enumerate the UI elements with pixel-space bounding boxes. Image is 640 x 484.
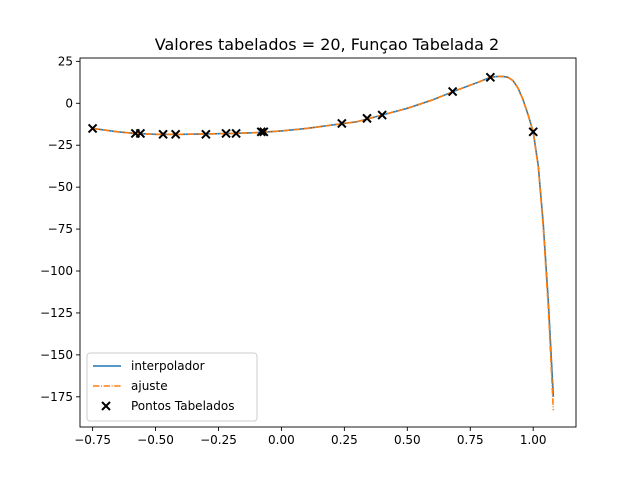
data-point-marker	[170, 129, 181, 140]
data-point-marker	[201, 129, 211, 140]
data-point-marker	[362, 113, 372, 124]
axes: −0.75 −0.50 −0.25 0.00 0.25 0.50 0.75 1.00 25 0 −2…	[40, 54, 577, 447]
series-line-ajuste	[92, 75, 555, 411]
data-point-marker	[231, 128, 241, 139]
x-tick-label: 1.00	[520, 433, 547, 447]
y-tick-label: −125	[40, 306, 73, 320]
data-point-marker	[377, 110, 387, 120]
series-group	[87, 72, 555, 411]
y-tick-label: −50	[48, 180, 73, 194]
y-tick-label: 25	[58, 54, 73, 68]
data-point-marker	[135, 128, 146, 139]
x-tick-label: 0.25	[331, 433, 358, 447]
data-point-marker	[259, 127, 269, 137]
legend-label-pontos-tabelados: Pontos Tabelados	[131, 399, 234, 413]
y-tick-label: −25	[48, 138, 73, 152]
data-point-marker	[485, 72, 496, 82]
data-point-marker	[158, 129, 168, 140]
data-point-marker	[337, 118, 347, 129]
legend-label-ajuste: ajuste	[131, 379, 168, 393]
data-point-marker	[221, 128, 231, 139]
x-tick-label: −0.25	[200, 433, 237, 447]
legend-box	[86, 352, 258, 422]
legend: interpolador ajuste Pontos Tabelados	[86, 352, 258, 422]
y-tick-label: −150	[40, 348, 73, 362]
x-tick-label: −0.75	[74, 433, 111, 447]
chart-title: Valores tabelados = 20, Funçao Tabelada …	[155, 35, 499, 54]
y-tick-label: −100	[40, 264, 73, 278]
y-tick-label: 0	[65, 96, 73, 110]
plot-area	[87, 72, 555, 411]
y-tick-label: −75	[48, 222, 73, 236]
x-tick-label: 0.50	[394, 433, 421, 447]
data-point-marker	[87, 123, 98, 134]
legend-label-interpolador: interpolador	[131, 359, 205, 373]
x-tick-label: 0.00	[268, 433, 295, 447]
data-point-marker	[447, 86, 458, 97]
y-tick-label: −175	[40, 390, 73, 404]
x-tick-label: 0.75	[457, 433, 484, 447]
data-point-marker	[528, 127, 538, 137]
data-point-marker	[256, 127, 266, 137]
axes-frame	[79, 57, 577, 428]
x-tick-label: −0.50	[137, 433, 174, 447]
legend-marker-pontos-tabelados	[101, 401, 111, 411]
